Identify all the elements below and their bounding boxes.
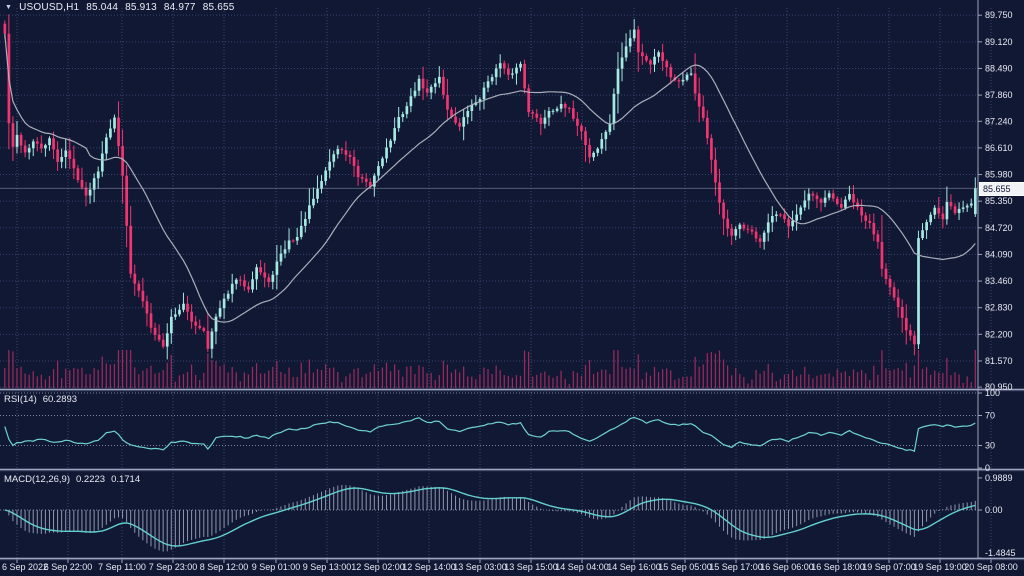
- rsi-indicator-label: RSI(14) 60.2893: [4, 394, 77, 405]
- svg-text:12 Sep 14:00: 12 Sep 14:00: [402, 562, 456, 572]
- rsi-name: RSI(14): [4, 394, 37, 405]
- rsi-panel[interactable]: [0, 391, 978, 469]
- svg-text:16 Sep 06:00: 16 Sep 06:00: [760, 562, 814, 572]
- svg-text:100: 100: [985, 388, 1000, 398]
- time-axis[interactable]: [0, 560, 1024, 576]
- high-value: 85.913: [125, 2, 157, 13]
- svg-text:0: 0: [985, 463, 990, 473]
- svg-text:85.980: 85.980: [985, 170, 1013, 180]
- svg-text:13 Sep 03:00: 13 Sep 03:00: [453, 562, 507, 572]
- svg-text:89.750: 89.750: [985, 10, 1013, 20]
- svg-text:8 Sep 12:00: 8 Sep 12:00: [200, 562, 249, 572]
- close-value: 85.655: [202, 2, 235, 13]
- svg-text:82.200: 82.200: [985, 329, 1013, 339]
- svg-text:83.460: 83.460: [985, 276, 1013, 286]
- svg-text:7 Sep 11:00: 7 Sep 11:00: [98, 562, 146, 572]
- svg-text:13 Sep 15:00: 13 Sep 15:00: [504, 562, 558, 572]
- svg-text:89.120: 89.120: [985, 37, 1013, 47]
- svg-text:82.830: 82.830: [985, 303, 1013, 313]
- svg-text:19 Sep 07:00: 19 Sep 07:00: [862, 562, 916, 572]
- open-value: 85.044: [86, 2, 119, 13]
- svg-text:84.720: 84.720: [985, 223, 1013, 233]
- macd-name: MACD(12,26,9): [4, 474, 70, 485]
- svg-text:87.240: 87.240: [985, 116, 1013, 126]
- chart-title: ▼ USOUSD,H1 85.044 85.913 84.977 85.655: [5, 2, 234, 13]
- svg-text:30: 30: [985, 441, 995, 451]
- collapse-icon[interactable]: ▼: [5, 4, 13, 11]
- svg-text:19 Sep 19:00: 19 Sep 19:00: [913, 562, 967, 572]
- svg-text:15 Sep 17:00: 15 Sep 17:00: [709, 562, 763, 572]
- svg-text:85.350: 85.350: [985, 196, 1013, 206]
- price-axis[interactable]: [978, 0, 1024, 559]
- svg-text:0.00: 0.00: [985, 505, 1003, 515]
- svg-text:81.570: 81.570: [985, 356, 1013, 366]
- macd-indicator-label: MACD(12,26,9) 0.2223 0.1714: [4, 474, 140, 485]
- macd-signal-value: 0.1714: [111, 474, 141, 485]
- rsi-value: 60.2893: [42, 394, 78, 405]
- svg-text:9 Sep 13:00: 9 Sep 13:00: [303, 562, 352, 572]
- current-price-tag: 85.655: [979, 182, 1024, 196]
- svg-text:87.860: 87.860: [985, 90, 1013, 100]
- svg-text:86.610: 86.610: [985, 143, 1013, 153]
- svg-text:12 Sep 02:00: 12 Sep 02:00: [351, 562, 405, 572]
- svg-text:0.9889: 0.9889: [985, 473, 1013, 483]
- svg-text:6 Sep 22:00: 6 Sep 22:00: [44, 562, 93, 572]
- svg-text:-1.4845: -1.4845: [985, 548, 1016, 558]
- svg-text:7 Sep 23:00: 7 Sep 23:00: [149, 562, 198, 572]
- svg-text:15 Sep 05:00: 15 Sep 05:00: [658, 562, 712, 572]
- macd-main-value: 0.2223: [76, 474, 106, 485]
- svg-text:70: 70: [985, 411, 995, 421]
- svg-text:88.490: 88.490: [985, 63, 1013, 73]
- svg-text:14 Sep 16:00: 14 Sep 16:00: [607, 562, 661, 572]
- svg-text:16 Sep 18:00: 16 Sep 18:00: [811, 562, 865, 572]
- symbol-period-label: USOUSD,H1: [19, 2, 80, 13]
- svg-text:80.950: 80.950: [985, 382, 1013, 392]
- low-value: 84.977: [163, 2, 196, 13]
- svg-text:14 Sep 04:00: 14 Sep 04:00: [555, 562, 609, 572]
- svg-text:84.090: 84.090: [985, 249, 1013, 259]
- main-chart-panel[interactable]: [0, 0, 978, 389]
- svg-text:6 Sep 2022: 6 Sep 2022: [2, 562, 48, 572]
- macd-panel[interactable]: [0, 471, 978, 558]
- svg-text:9 Sep 01:00: 9 Sep 01:00: [252, 562, 301, 572]
- svg-text:20 Sep 08:00: 20 Sep 08:00: [964, 562, 1018, 572]
